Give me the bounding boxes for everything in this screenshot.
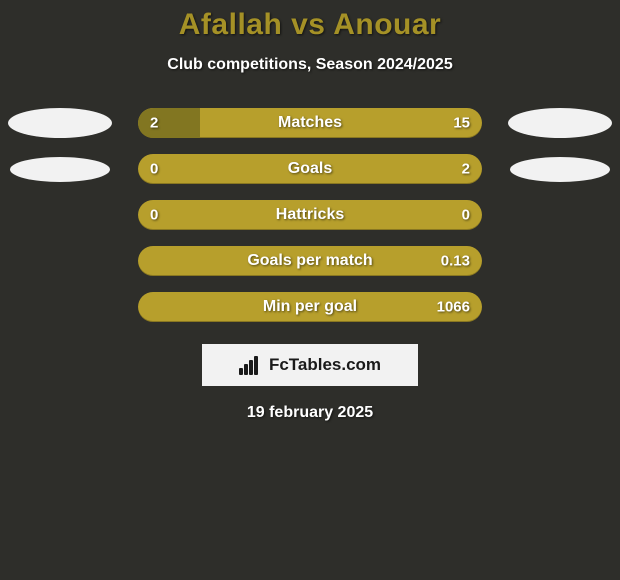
stat-row-goals-per-match: Goals per match 0.13 — [0, 246, 620, 276]
page-title: Afallah vs Anouar — [0, 0, 620, 42]
stat-left-value: 0 — [150, 161, 158, 178]
player-right-avatar-cell — [500, 157, 620, 182]
player-right-avatar — [508, 108, 612, 138]
player-left-avatar-cell — [0, 108, 120, 138]
stat-label: Goals per match — [247, 252, 372, 270]
stat-right-value: 15 — [453, 115, 470, 132]
page-subtitle: Club competitions, Season 2024/2025 — [0, 56, 620, 74]
stat-rows: 2 Matches 15 0 Goals 2 — [0, 108, 620, 322]
stat-row-min-per-goal: Min per goal 1066 — [0, 292, 620, 322]
stat-right-value: 0 — [462, 207, 470, 224]
stat-right-value: 0.13 — [441, 253, 470, 270]
stat-bar: Min per goal 1066 — [138, 292, 482, 322]
stat-bar: 0 Hattricks 0 — [138, 200, 482, 230]
stat-label: Matches — [278, 114, 342, 132]
player-right-avatar — [510, 157, 610, 182]
stat-right-value: 2 — [462, 161, 470, 178]
stat-bar: 2 Matches 15 — [138, 108, 482, 138]
brand-text: FcTables.com — [269, 355, 381, 375]
bar-chart-icon — [239, 355, 263, 375]
stat-bar: Goals per match 0.13 — [138, 246, 482, 276]
stat-left-value: 0 — [150, 207, 158, 224]
player-right-avatar-cell — [500, 108, 620, 138]
stat-right-value: 1066 — [437, 299, 470, 316]
player-left-avatar — [10, 157, 110, 182]
player-left-avatar-cell — [0, 157, 120, 182]
infographic-date: 19 february 2025 — [0, 404, 620, 422]
stat-label: Hattricks — [276, 206, 344, 224]
player-left-avatar — [8, 108, 112, 138]
stat-label: Goals — [288, 160, 332, 178]
comparison-infographic: Afallah vs Anouar Club competitions, Sea… — [0, 0, 620, 580]
stat-label: Min per goal — [263, 298, 357, 316]
stat-row-goals: 0 Goals 2 — [0, 154, 620, 184]
stat-row-hattricks: 0 Hattricks 0 — [0, 200, 620, 230]
stat-bar-left-fill — [138, 108, 200, 138]
brand-badge: FcTables.com — [202, 344, 418, 386]
stat-left-value: 2 — [150, 115, 158, 132]
stat-row-matches: 2 Matches 15 — [0, 108, 620, 138]
stat-bar: 0 Goals 2 — [138, 154, 482, 184]
